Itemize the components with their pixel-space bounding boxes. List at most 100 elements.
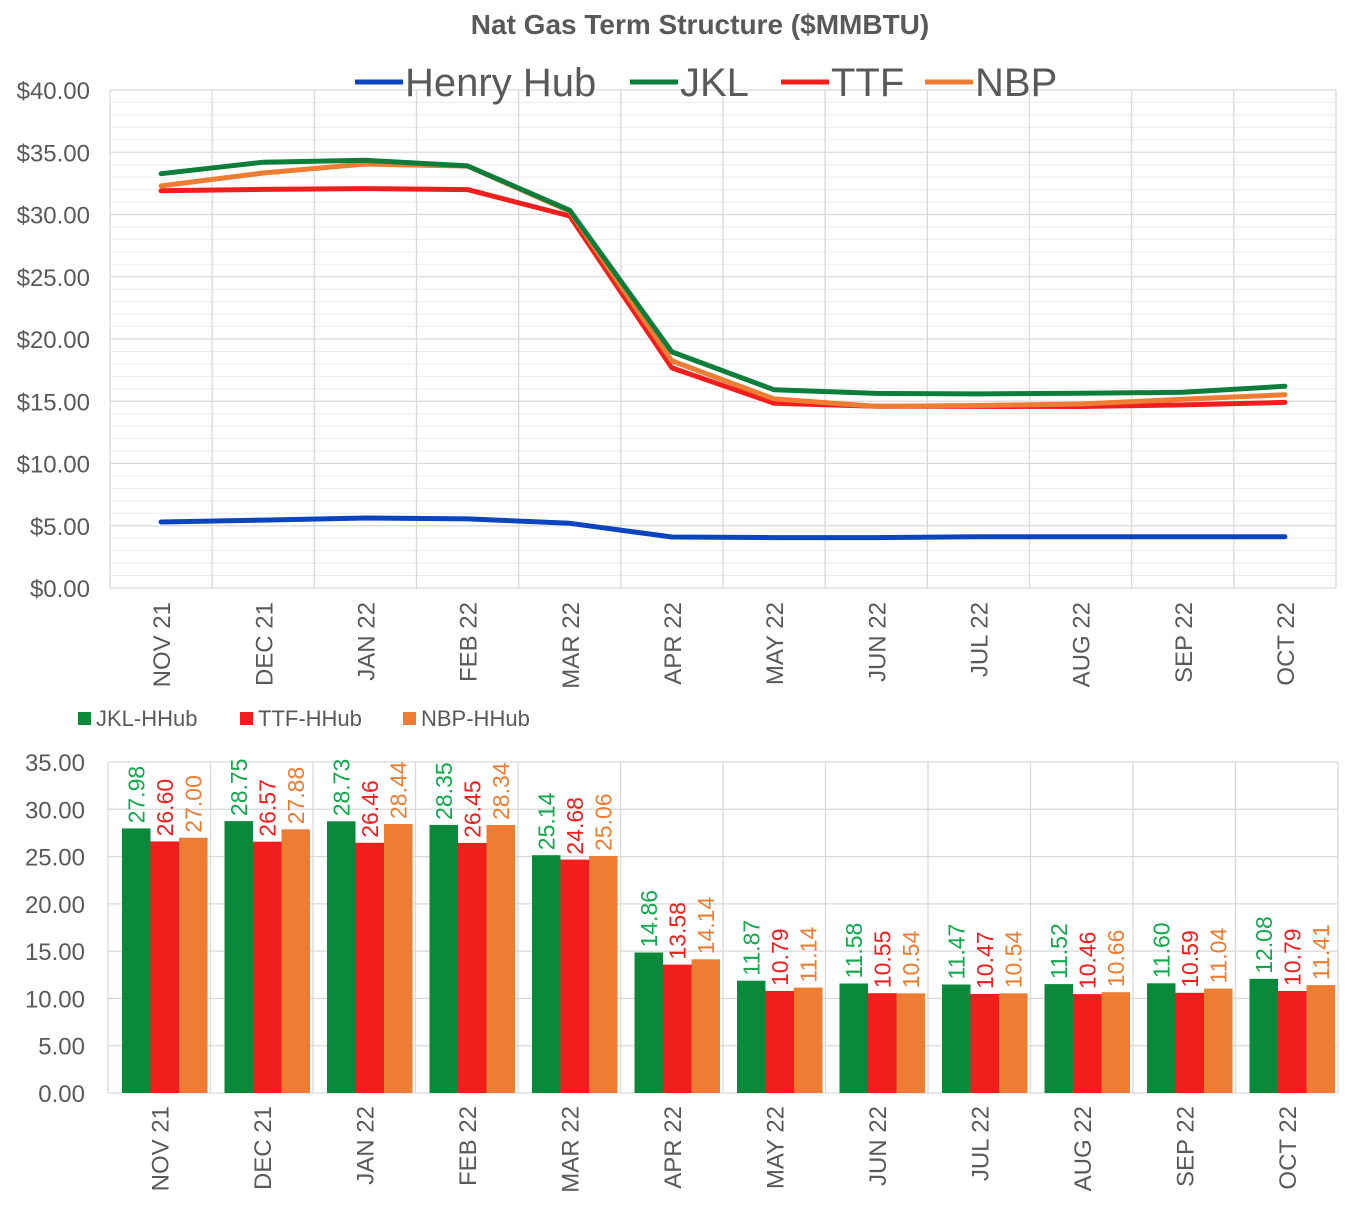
data-label-jkl-hhub: 27.98 — [123, 766, 149, 824]
bar-x-tick-label: APR 22 — [660, 1106, 687, 1189]
data-label-ttf-hhub: 13.58 — [664, 902, 690, 960]
bar-x-tick-label: JUN 22 — [865, 1106, 892, 1186]
data-label-nbp-hhub: 28.44 — [385, 761, 411, 819]
data-label-jkl-hhub: 11.47 — [943, 924, 969, 980]
legend-swatch-nbp-hhub — [403, 712, 416, 725]
bar-x-tick-label: SEP 22 — [1172, 1106, 1199, 1187]
x-tick-label: FEB 22 — [456, 602, 483, 682]
data-label-jkl-hhub: 11.52 — [1046, 923, 1072, 979]
bar-nbp-hhub-oct-22 — [1306, 985, 1335, 1093]
y-tick-label: $30.00 — [17, 203, 90, 230]
series-line-nbp — [158, 161, 1288, 409]
bar-nbp-hhub-jul-22 — [999, 993, 1028, 1093]
chart-title: Nat Gas Term Structure ($MMBTU) — [471, 9, 929, 40]
legend-label-jkl: JKL — [680, 61, 749, 105]
data-label-jkl-hhub: 14.86 — [636, 890, 662, 948]
x-tick-label: NOV 21 — [149, 602, 176, 687]
bar-y-tick-label: 15.00 — [25, 939, 85, 966]
data-label-ttf-hhub: 26.46 — [357, 780, 383, 838]
y-tick-label: $40.00 — [17, 78, 90, 105]
bar-x-tick-label: MAR 22 — [557, 1106, 584, 1193]
legend-label-nbp: NBP — [975, 61, 1057, 105]
bar-nbp-hhub-feb-22 — [486, 825, 515, 1093]
bar-y-tick-label: 25.00 — [25, 845, 85, 872]
bar-ttf-hhub-mar-22 — [560, 859, 589, 1093]
data-label-nbp-hhub: 27.00 — [180, 775, 206, 833]
data-label-ttf-hhub: 24.68 — [562, 797, 588, 855]
data-label-nbp-hhub: 11.04 — [1205, 928, 1231, 984]
bar-ttf-hhub-jun-22 — [868, 993, 897, 1093]
data-label-jkl-hhub: 25.14 — [533, 792, 559, 850]
bar-x-tick-label: JUL 22 — [967, 1106, 994, 1181]
bar-y-tick-label: 30.00 — [25, 797, 85, 824]
data-label-jkl-hhub: 28.75 — [226, 759, 252, 817]
bar-ttf-hhub-aug-22 — [1073, 994, 1102, 1093]
x-tick-label: JUN 22 — [864, 602, 891, 682]
bar-nbp-hhub-mar-22 — [589, 856, 618, 1093]
bar-jkl-hhub-nov-21 — [122, 828, 151, 1093]
data-label-jkl-hhub: 11.58 — [841, 923, 867, 979]
data-label-ttf-hhub: 10.55 — [869, 931, 895, 989]
bar-x-tick-label: NOV 21 — [147, 1106, 174, 1191]
bar-y-tick-label: 20.00 — [25, 892, 85, 919]
bar-jkl-hhub-aug-22 — [1044, 984, 1073, 1093]
bar-nbp-hhub-jun-22 — [896, 993, 925, 1093]
data-label-jkl-hhub: 11.60 — [1148, 922, 1174, 978]
bar-jkl-hhub-dec-21 — [224, 821, 253, 1093]
bar-nbp-hhub-sep-22 — [1204, 988, 1233, 1093]
data-label-nbp-hhub: 10.66 — [1103, 930, 1129, 988]
data-label-nbp-hhub: 28.34 — [488, 762, 514, 820]
legend-label-ttf-hhub: TTF-HHub — [258, 706, 362, 731]
data-label-ttf-hhub: 10.47 — [972, 931, 998, 989]
legend-swatch-jkl-hhub — [78, 712, 91, 725]
y-tick-label: $10.00 — [17, 452, 90, 479]
bar-ttf-hhub-feb-22 — [458, 842, 487, 1093]
bar-jkl-hhub-feb-22 — [429, 824, 458, 1093]
x-tick-label: MAY 22 — [762, 602, 789, 685]
bar-y-tick-label: 0.00 — [38, 1081, 85, 1108]
bar-jkl-hhub-sep-22 — [1147, 983, 1176, 1093]
legend-label-nbp-hhub: NBP-HHub — [421, 706, 530, 731]
data-label-jkl-hhub: 28.73 — [328, 759, 354, 817]
data-label-ttf-hhub: 26.60 — [152, 779, 178, 837]
legend-swatch-ttf-hhub — [240, 712, 253, 725]
data-label-jkl-hhub: 11.87 — [738, 920, 764, 976]
bar-ttf-hhub-jan-22 — [355, 842, 384, 1093]
bar-nbp-hhub-dec-21 — [281, 829, 310, 1093]
data-label-ttf-hhub: 26.57 — [254, 779, 280, 837]
bar-ttf-hhub-may-22 — [765, 991, 794, 1093]
x-tick-label: JUL 22 — [966, 602, 993, 677]
y-tick-label: $15.00 — [17, 389, 90, 416]
bar-x-tick-label: FEB 22 — [455, 1106, 482, 1186]
bar-x-tick-label: OCT 22 — [1275, 1106, 1302, 1190]
bar-ttf-hhub-jul-22 — [970, 994, 999, 1093]
y-tick-label: $5.00 — [30, 514, 90, 541]
bar-jkl-hhub-mar-22 — [532, 855, 561, 1093]
bar-x-tick-label: AUG 22 — [1070, 1106, 1097, 1191]
bar-jkl-hhub-jan-22 — [327, 821, 356, 1093]
bar-nbp-hhub-aug-22 — [1101, 992, 1130, 1093]
legend-label-henry-hub: Henry Hub — [405, 61, 596, 105]
legend-label-jkl-hhub: JKL-HHub — [96, 706, 197, 731]
bar-x-tick-label: MAY 22 — [762, 1106, 789, 1189]
bar-jkl-hhub-jul-22 — [942, 984, 971, 1093]
bar-ttf-hhub-sep-22 — [1175, 992, 1204, 1093]
bar-x-tick-label: DEC 21 — [250, 1106, 277, 1190]
x-tick-label: MAR 22 — [558, 602, 585, 689]
data-label-nbp-hhub: 11.41 — [1308, 924, 1334, 980]
data-label-ttf-hhub: 10.59 — [1177, 930, 1203, 988]
series-line-ttf — [158, 186, 1288, 409]
bar-chart: 0.00 5.00 10.00 15.00 20.00 25.00 30.00 35.00 NO… — [25, 706, 1339, 1193]
y-tick-label: $0.00 — [30, 576, 90, 603]
bar-nbp-hhub-may-22 — [794, 987, 823, 1093]
legend-label-ttf: TTF — [831, 61, 904, 105]
data-label-nbp-hhub: 10.54 — [898, 931, 924, 989]
data-label-nbp-hhub: 27.88 — [283, 767, 309, 825]
x-tick-label: JAN 22 — [353, 602, 380, 681]
y-tick-label: $35.00 — [17, 140, 90, 167]
bar-y-tick-label: 5.00 — [38, 1034, 85, 1061]
bar-jkl-hhub-apr-22 — [634, 952, 663, 1093]
line-chart: $0.00 $5.00 $10.00 $15.00 $20.00 $25.00 $30.00… — [17, 61, 1337, 689]
x-tick-label: AUG 22 — [1069, 602, 1096, 687]
data-label-ttf-hhub: 10.79 — [1279, 928, 1305, 986]
